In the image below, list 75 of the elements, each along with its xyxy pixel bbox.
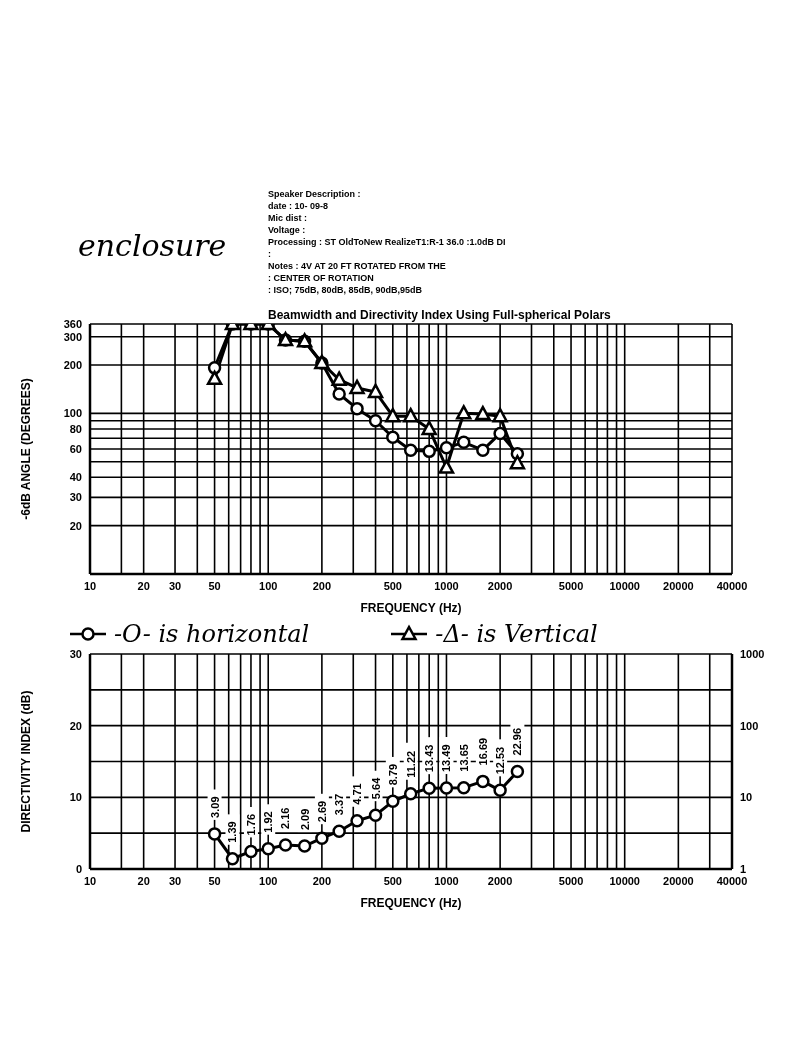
y-axis-title: -6dB ANGLE (DEGREES) — [19, 378, 34, 520]
x-tick-label: 5000 — [558, 874, 584, 887]
text: enclosure — [78, 228, 227, 263]
y-tick-label: 100 — [63, 407, 82, 420]
y-tick-label: 100 — [740, 719, 759, 732]
legend-label: -O- is horizontal — [114, 620, 310, 648]
y-tick-label: 60 — [69, 442, 82, 455]
y-tick-label: 1 — [740, 862, 747, 875]
x-tick-label: 500 — [383, 874, 402, 887]
data-label: 13.43 — [423, 744, 436, 773]
text: Voltage : — [268, 224, 307, 236]
x-tick-label: 50 — [208, 579, 221, 592]
y-tick-label: 300 — [63, 330, 82, 343]
data-label: 11.22 — [404, 750, 417, 778]
legend-label: -Δ- is Vertical — [435, 620, 598, 648]
x-tick-label: 200 — [312, 579, 332, 592]
x-tick-label: 100 — [259, 874, 278, 887]
y-tick-label: 20 — [69, 519, 82, 532]
y-tick-label: 360 — [63, 317, 82, 330]
x-axis-title: FREQUENCY (Hz) — [360, 896, 462, 910]
x-tick-label: 20 — [137, 579, 150, 592]
x-tick-label: 20000 — [663, 874, 694, 887]
text: : ISO; 75dB, 80dB, 85dB, 90dB,95dB — [268, 284, 424, 296]
y-tick-label: 40 — [69, 471, 82, 484]
text: Notes : 4V AT 20 FT ROTATED FROM THE — [268, 260, 447, 272]
x-tick-label: 20 — [137, 874, 150, 887]
data-label: 2.09 — [298, 808, 311, 831]
data-label: 13.65 — [457, 744, 470, 772]
x-tick-label: 40000 — [716, 579, 748, 592]
data-label: 13.49 — [440, 744, 453, 773]
y-tick-label: 80 — [69, 422, 82, 435]
data-label: 12.53 — [494, 746, 507, 775]
text: : CENTER OF ROTATION — [268, 272, 375, 284]
chart-title: Beamwidth and Directivity Index Using Full-spherical Polars — [268, 308, 611, 322]
data-label: 2.16 — [279, 807, 292, 830]
data-label: 1.76 — [244, 813, 257, 836]
y2-tick-label: 0 — [75, 862, 82, 875]
data-label: 2.69 — [315, 800, 328, 823]
x-tick-label: 10 — [83, 874, 97, 887]
data-label: 3.37 — [333, 793, 346, 816]
text: Mic dist : — [268, 212, 308, 224]
y-tick-label: 200 — [63, 358, 82, 371]
x-tick-label: 1000 — [434, 579, 459, 592]
data-label: 3.09 — [208, 796, 221, 818]
y2-axis-title: DIRECTIVITY INDEX (dB) — [19, 690, 34, 833]
x-tick-label: 200 — [312, 874, 332, 887]
y-tick-label: 1000 — [740, 647, 765, 660]
x-tick-label: 40000 — [716, 874, 748, 887]
x-tick-label: 10000 — [609, 874, 640, 887]
x-tick-label: 10 — [83, 579, 97, 592]
x-tick-label: 100 — [259, 579, 278, 592]
x-axis-title: FREQUENCY (Hz) — [360, 601, 462, 615]
data-label: 1.92 — [262, 811, 275, 833]
data-label: 5.64 — [369, 776, 382, 800]
x-tick-label: 10000 — [609, 579, 640, 592]
x-tick-label: 50 — [208, 874, 221, 887]
data-label: 22.96 — [511, 727, 524, 756]
x-tick-label: 2000 — [487, 874, 513, 887]
data-label: 4.71 — [351, 783, 364, 805]
y-tick-label: 30 — [69, 491, 82, 504]
x-tick-label: 1000 — [434, 874, 459, 887]
x-tick-label: 30 — [168, 579, 182, 592]
data-label: 16.69 — [476, 737, 489, 766]
text: date : 10- 09-8 — [268, 200, 330, 212]
data-label: 1.39 — [226, 821, 239, 843]
x-tick-label: 500 — [383, 579, 402, 592]
text: Processing : ST OldToNew RealizeT1:R-1 36.0 :1.0dB DI — [268, 236, 506, 248]
text: : — [268, 248, 272, 260]
data-label: 8.79 — [386, 763, 399, 786]
text: Speaker Description : — [268, 188, 362, 200]
y-tick-label: 10 — [740, 791, 753, 804]
x-tick-label: 2000 — [487, 579, 513, 592]
x-tick-label: 5000 — [558, 579, 584, 592]
x-tick-label: 20000 — [663, 579, 694, 592]
x-tick-label: 30 — [168, 874, 182, 887]
